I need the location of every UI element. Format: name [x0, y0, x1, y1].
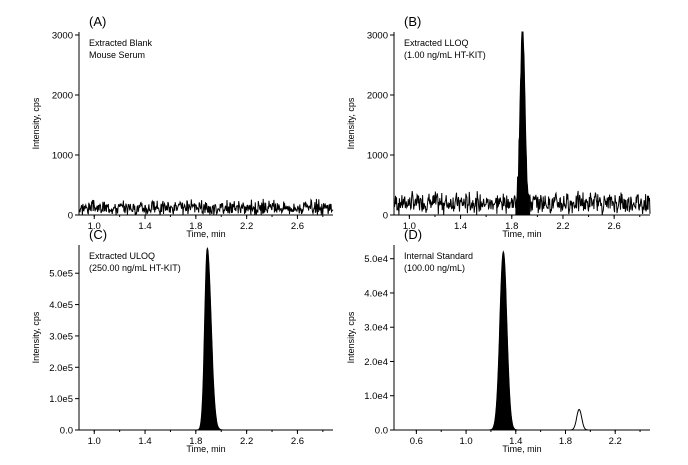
panel-label: (B) [404, 14, 421, 29]
panel-label: (C) [89, 227, 107, 242]
panel-annotation: Extracted Blank [89, 38, 153, 48]
x-tick-label: 1.8 [559, 436, 572, 447]
panel-label: (D) [404, 227, 422, 242]
y-tick-label: 2000 [367, 91, 388, 102]
x-tick-label: 1.4 [509, 436, 522, 447]
x-tick-label: 1.4 [138, 436, 151, 447]
y-tick-label: 1000 [367, 151, 388, 162]
y-axis-label: Intensity, cps [31, 97, 41, 149]
y-tick-label: 1.0e4 [364, 391, 388, 402]
y-axis-label: Intensity, cps [346, 97, 356, 149]
x-tick-label: 2.6 [291, 221, 304, 232]
panel-label: (A) [89, 14, 106, 29]
x-axis-label: Time, min [186, 444, 225, 454]
chromatogram-trace [394, 250, 650, 431]
x-tick-label: 1.0 [459, 436, 472, 447]
x-tick-label: 1.8 [189, 436, 202, 447]
x-axis-label: Time, min [186, 229, 225, 239]
panel-annotation: (100.00 ng/mL) [404, 263, 465, 273]
y-tick-label: 1.0e5 [49, 394, 73, 405]
y-axis-label: Intensity, cps [31, 311, 41, 363]
x-tick-label: 2.6 [291, 436, 304, 447]
chart-panel-2: 0 1000 2000 3000 1.0 1.4 1.8 2.2 2.6 Time, min Int… [346, 14, 651, 239]
x-tick-label: 2.2 [240, 436, 253, 447]
panel-annotation: Mouse Serum [89, 50, 145, 60]
y-tick-label: 0.0 [375, 426, 388, 437]
x-tick-label: 0.6 [410, 436, 423, 447]
chromatogram-trace [78, 198, 334, 216]
y-tick-label: 0 [68, 211, 73, 222]
panel-annotation: Internal Standard [404, 251, 473, 261]
x-axis-label: Time, min [502, 444, 541, 454]
y-axis-label: Intensity, cps [346, 311, 356, 363]
chart-panel-4: 0.0 1.0e4 2.0e4 3.0e4 4.0e4 5.0e4 0.6 1.0 1.4 1.8… [346, 227, 650, 454]
y-tick-label: 3.0e5 [49, 331, 73, 342]
x-tick-label: 2.2 [240, 221, 253, 232]
y-tick-label: 4.0e4 [364, 288, 388, 299]
peak-fill-1 [515, 31, 531, 216]
y-tick-label: 3000 [52, 31, 73, 42]
chart-panel-3: 0.0 1.0e5 2.0e5 3.0e5 4.0e5 5.0e5 1.0 1.4 1.8 2.2… [31, 227, 333, 454]
x-axis-label: Time, min [502, 229, 541, 239]
panel-annotation: Extracted ULOQ [89, 251, 155, 261]
x-tick-label: 1.8 [505, 221, 518, 232]
peak-fill-1 [198, 247, 220, 431]
y-tick-label: 2.0e4 [364, 357, 388, 368]
y-tick-label: 0.0 [60, 426, 73, 437]
panel-annotation: (250.00 ng/mL HT-KIT) [89, 263, 181, 273]
x-tick-label: 2.2 [556, 221, 569, 232]
peak-fill-1 [492, 251, 515, 431]
x-tick-label: 1.4 [138, 221, 151, 232]
y-tick-label: 5.0e4 [364, 254, 388, 265]
panel-annotation: Extracted LLOQ [404, 38, 469, 48]
x-tick-label: 1.8 [189, 221, 202, 232]
panel-annotation: (1.00 ng/mL HT-KIT) [404, 50, 486, 60]
x-tick-label: 1.0 [403, 221, 416, 232]
x-tick-label: 2.2 [609, 436, 622, 447]
y-tick-label: 5.0e5 [49, 269, 73, 280]
y-tick-label: 2000 [52, 91, 73, 102]
y-tick-label: 3.0e4 [364, 323, 388, 334]
x-tick-label: 1.0 [88, 221, 101, 232]
y-tick-label: 0 [383, 211, 388, 222]
y-tick-label: 3000 [367, 31, 388, 42]
y-tick-label: 2.0e5 [49, 363, 73, 374]
x-tick-label: 1.0 [88, 436, 101, 447]
x-tick-label: 2.6 [608, 221, 621, 232]
y-tick-label: 1000 [52, 151, 73, 162]
chart-panel-1: 0 1000 2000 3000 1.0 1.4 1.8 2.2 2.6 Time, min Int… [31, 14, 334, 239]
x-tick-label: 1.4 [454, 221, 467, 232]
y-tick-label: 4.0e5 [49, 300, 73, 311]
